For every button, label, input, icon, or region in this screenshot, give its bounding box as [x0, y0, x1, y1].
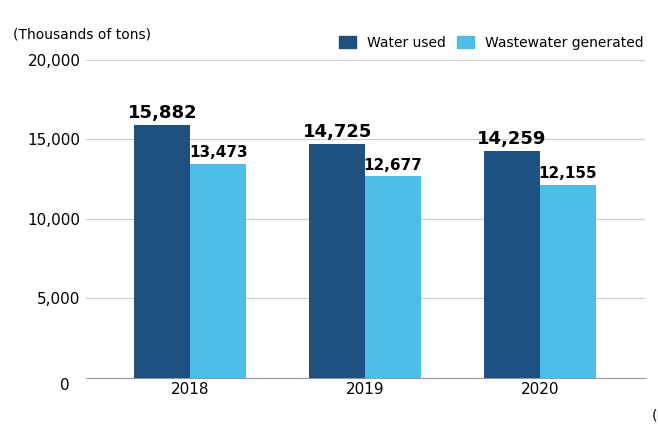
Bar	[484, 151, 540, 378]
Text: 0: 0	[60, 378, 69, 393]
Text: 14,725: 14,725	[303, 123, 372, 141]
Bar	[134, 125, 190, 378]
Text: (Thousands of tons): (Thousands of tons)	[13, 27, 151, 41]
Bar	[540, 184, 596, 378]
Text: 14,259: 14,259	[477, 130, 547, 148]
Text: (FY): (FY)	[652, 408, 658, 422]
Text: 15,882: 15,882	[128, 104, 197, 122]
Text: 12,677: 12,677	[364, 158, 422, 173]
Text: 12,155: 12,155	[539, 166, 597, 181]
Bar	[190, 163, 246, 378]
Bar	[309, 144, 365, 378]
Legend: Water used, Wastewater generated: Water used, Wastewater generated	[340, 36, 644, 50]
Text: 13,473: 13,473	[189, 145, 247, 160]
Bar	[365, 176, 421, 378]
